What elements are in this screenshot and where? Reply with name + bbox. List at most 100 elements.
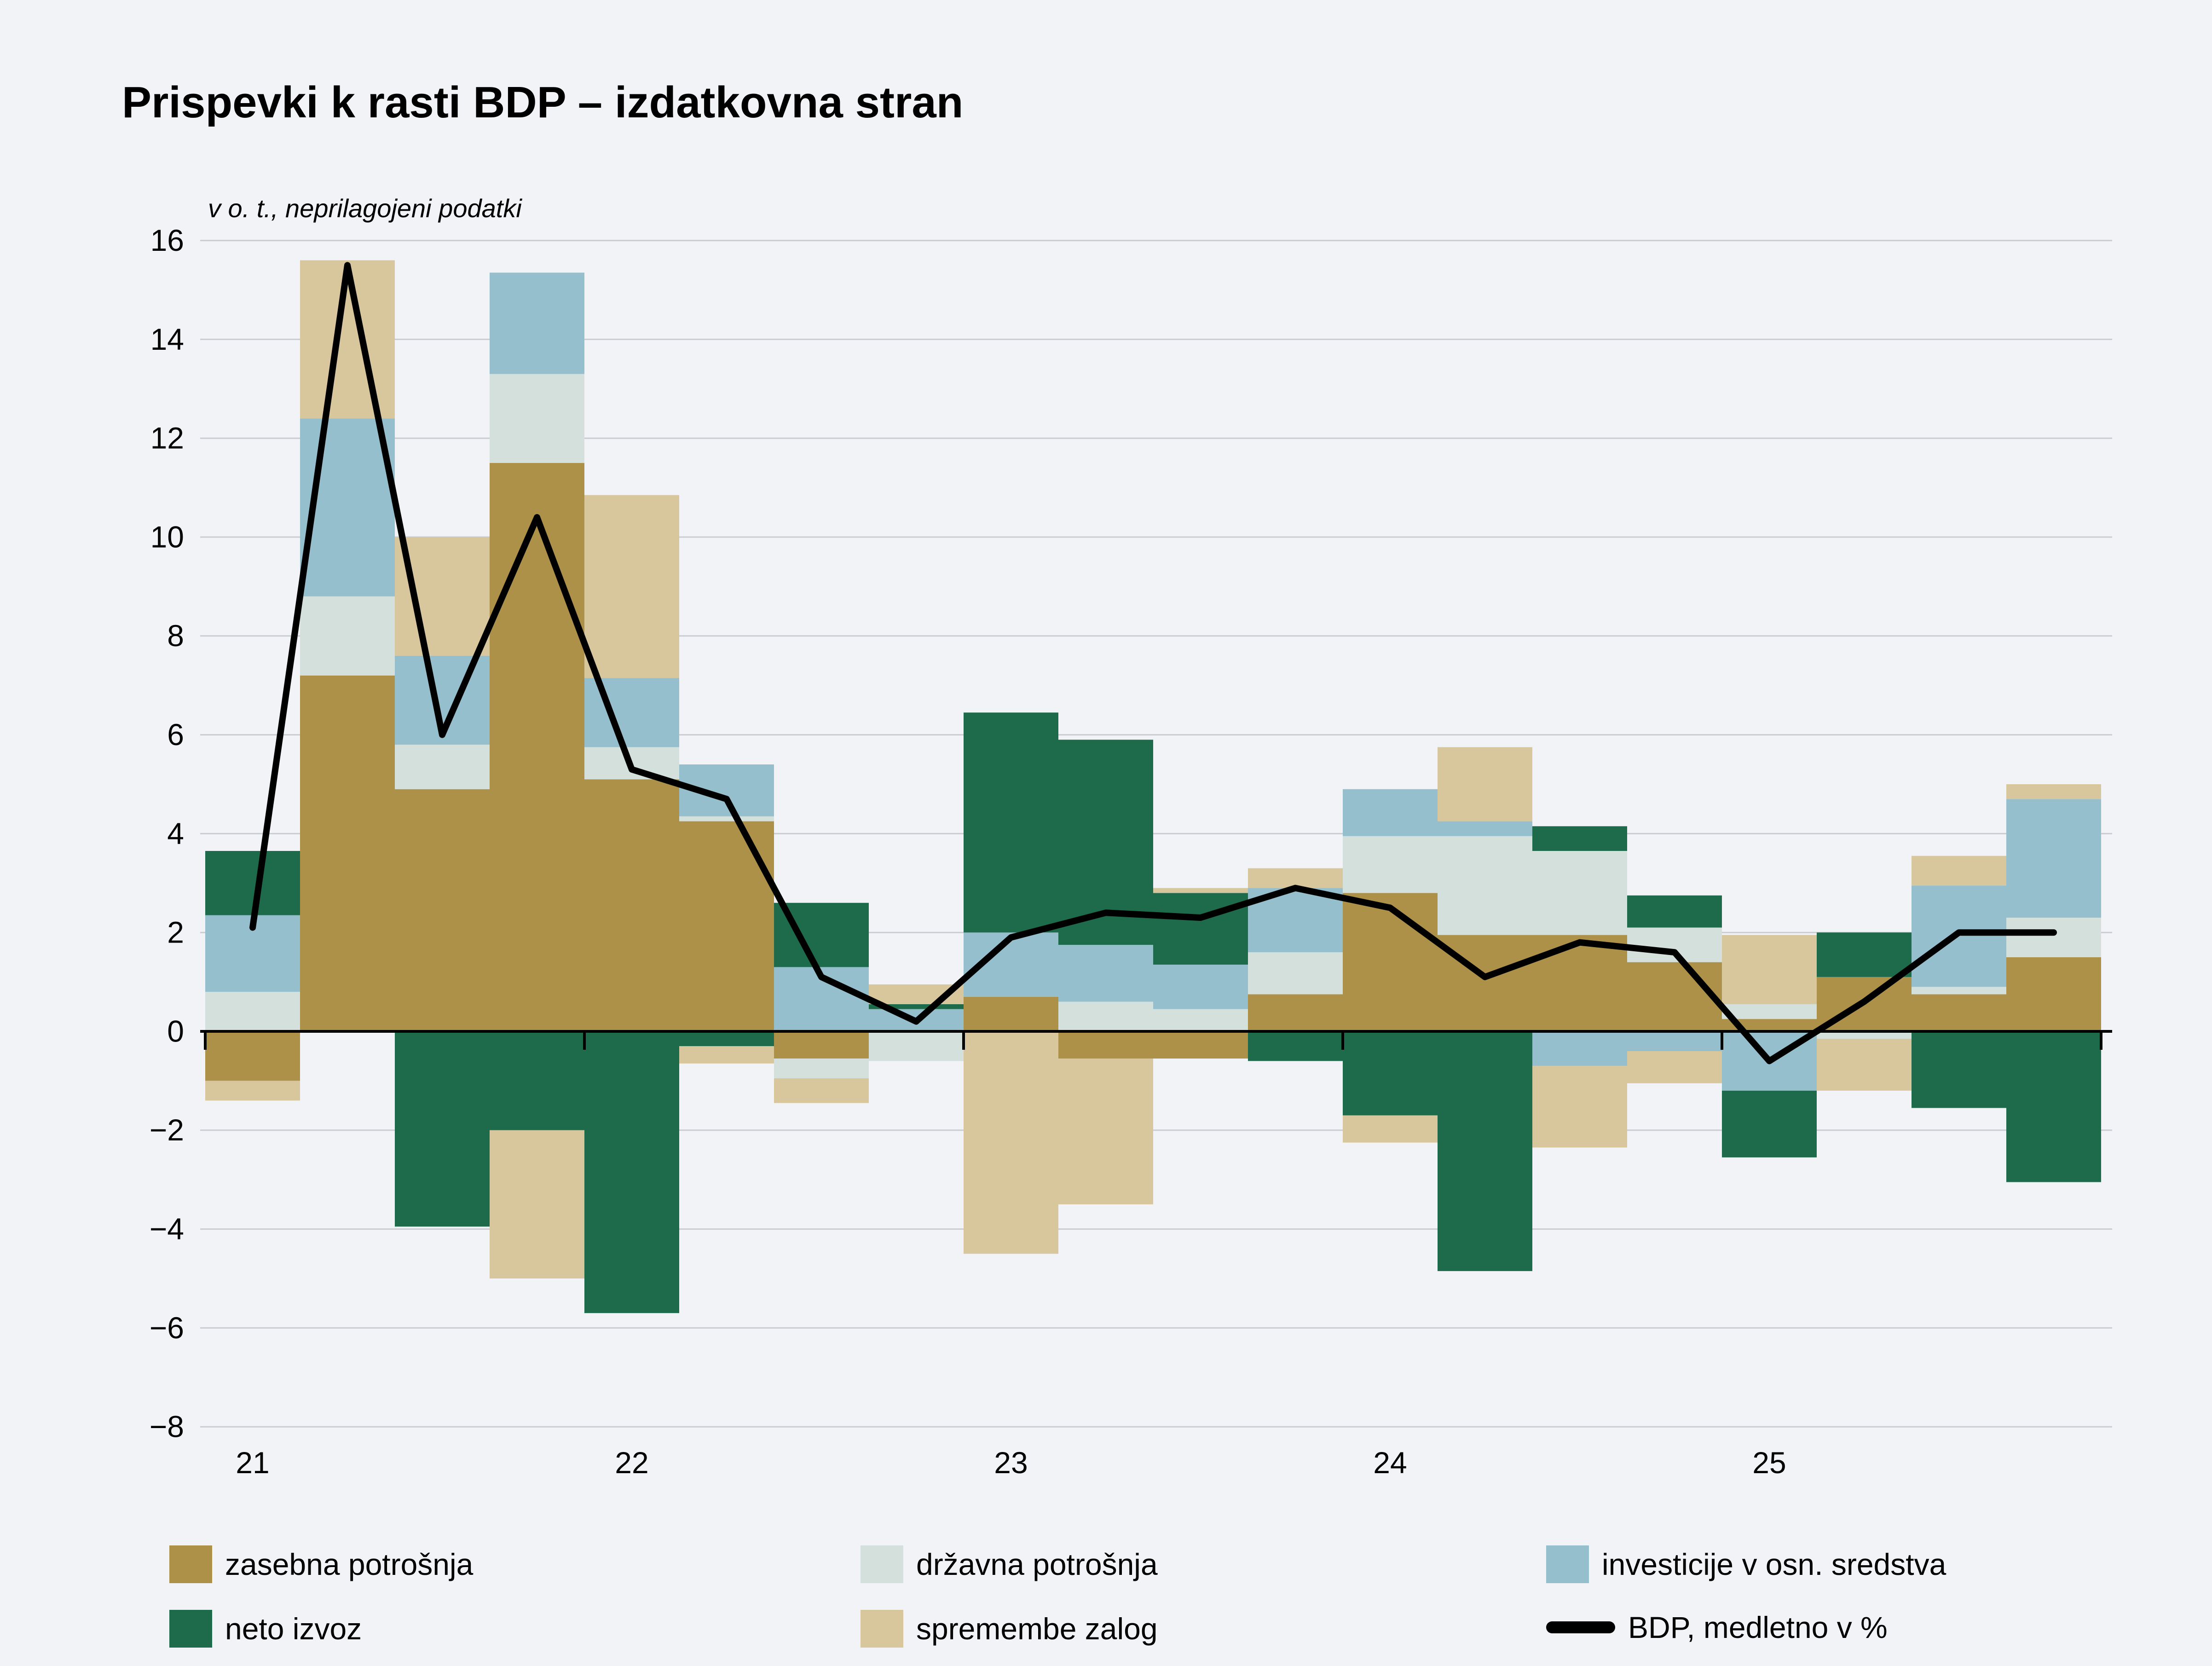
- bar-segment: [2006, 917, 2101, 957]
- bar-segment: [1817, 1039, 1912, 1091]
- bar-segment: [1153, 893, 1248, 965]
- bdp-line: [249, 262, 2057, 1064]
- y-axis-label: 14: [150, 322, 184, 356]
- bar-segment: [300, 596, 395, 676]
- bar-segment: [1438, 821, 1532, 836]
- bar-segment: [2006, 784, 2101, 799]
- bar-segment: [1817, 932, 1912, 977]
- bar-segment: [584, 1031, 679, 1313]
- bar-segment: [679, 1031, 774, 1047]
- y-axis-label: 6: [167, 717, 184, 752]
- bar-segment: [679, 821, 774, 1031]
- bar-segment: [1912, 994, 2006, 1031]
- bar-segment: [869, 1004, 964, 1009]
- x-axis-label: 22: [615, 1446, 648, 1480]
- bar-segment: [2006, 957, 2101, 1031]
- bar-segment: [490, 374, 584, 463]
- bar-segment: [1153, 965, 1248, 1009]
- bar-segment: [1532, 1031, 1627, 1066]
- bar-segment: [1343, 789, 1438, 836]
- bar-segment: [490, 1031, 584, 1130]
- y-axis-label: −8: [150, 1410, 184, 1444]
- bar-segment: [1627, 1051, 1722, 1083]
- bar-segment: [205, 850, 300, 915]
- bar-segment: [964, 996, 1058, 1031]
- bar-segment: [1722, 1004, 1817, 1019]
- bar-segment: [1248, 952, 1343, 995]
- bar-segment: [490, 463, 584, 1031]
- bar-segment: [1153, 1031, 1248, 1059]
- bar-segment: [1627, 1031, 1722, 1051]
- bar-segment: [964, 1031, 1058, 1254]
- bar-segment: [1912, 856, 2006, 886]
- bar-segment: [1343, 836, 1438, 893]
- bar-segment: [1438, 836, 1532, 935]
- bar-segment: [395, 789, 490, 1031]
- y-axis-label: 4: [167, 816, 184, 850]
- bar-segment: [2006, 799, 2101, 918]
- bar-segment: [774, 1059, 869, 1079]
- bar-segment: [774, 1078, 869, 1103]
- bar-segment: [395, 745, 490, 789]
- bar-segment: [1627, 895, 1722, 928]
- bar-segment: [490, 272, 584, 374]
- bar-segment: [679, 816, 774, 821]
- bar-segment: [1343, 893, 1438, 1031]
- bar-segment: [205, 992, 300, 1031]
- bar-segment: [1438, 747, 1532, 821]
- y-axis-label: 2: [167, 915, 184, 949]
- y-axis-label: 10: [150, 520, 184, 554]
- bar-segment: [584, 495, 679, 678]
- x-axis-label: 24: [1373, 1446, 1407, 1480]
- chart-title: Prispevki k rasti BDP – izdatkovna stran: [122, 78, 964, 127]
- bar-segment: [1343, 1031, 1438, 1116]
- bar-segment: [1912, 987, 2006, 995]
- bar-segment: [205, 1031, 300, 1081]
- bar-segment: [964, 712, 1058, 933]
- bar-segment: [205, 1081, 300, 1101]
- bar-segment: [1248, 994, 1343, 1031]
- bar-segment: [774, 1031, 869, 1059]
- bar-segment: [1532, 935, 1627, 1031]
- bar-segment: [1153, 1009, 1248, 1031]
- bar-segment: [300, 675, 395, 1031]
- bar-segment: [1817, 1031, 1912, 1039]
- y-axis-label: −2: [150, 1113, 184, 1147]
- y-axis-label: 8: [167, 619, 184, 653]
- bar-segment: [1532, 1066, 1627, 1148]
- y-axis-label: 12: [150, 421, 184, 455]
- bar-segment: [1722, 1090, 1817, 1157]
- bar-segment: [1058, 1001, 1153, 1031]
- bar-segment: [1532, 850, 1627, 935]
- y-axis-label: −6: [150, 1311, 184, 1345]
- bar-segment: [1058, 1031, 1153, 1059]
- chart-subtitle: v o. t., neprilagojeni podatki: [208, 194, 522, 223]
- y-axis-label: −4: [150, 1212, 184, 1246]
- bar-segment: [1248, 1031, 1343, 1061]
- bar-segment: [1153, 888, 1248, 893]
- y-axis-label: 0: [167, 1014, 184, 1048]
- bar-segment: [869, 1031, 964, 1061]
- bar-segment: [1248, 868, 1343, 888]
- bar-segment: [1722, 935, 1817, 1004]
- bar-segment: [395, 537, 490, 656]
- bar-segment: [679, 1046, 774, 1064]
- bar-segment: [1912, 1031, 2006, 1108]
- x-axis-label: 23: [994, 1446, 1028, 1480]
- bar-segment: [584, 779, 679, 1031]
- bar-segment: [1532, 826, 1627, 851]
- bar-segment: [490, 1130, 584, 1278]
- bar-segment: [1343, 1115, 1438, 1143]
- bar-segment: [1438, 1031, 1532, 1271]
- bar-segment: [1627, 962, 1722, 1031]
- bar-segment: [395, 1031, 490, 1227]
- y-axis-label: 16: [150, 223, 184, 257]
- x-axis-label: 21: [236, 1446, 269, 1480]
- bar-segment: [1058, 945, 1153, 1002]
- bar-segment: [1058, 1059, 1153, 1204]
- x-axis-label: 25: [1752, 1446, 1786, 1480]
- bar-segment: [2006, 1031, 2101, 1182]
